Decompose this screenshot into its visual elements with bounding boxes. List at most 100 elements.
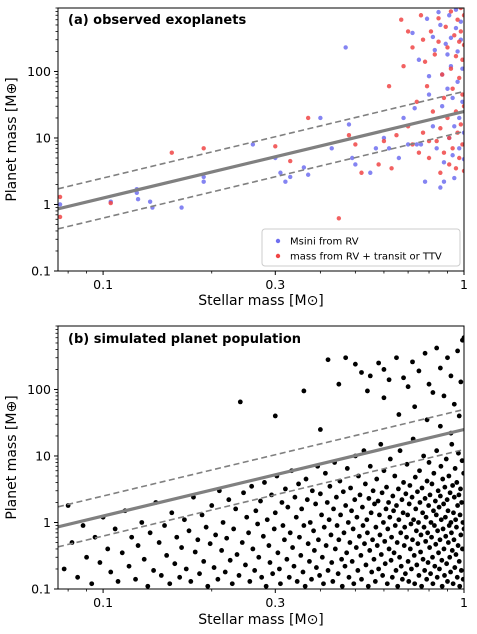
panel-a-point-s1-12 [376,162,381,167]
panel-b-point-s0-310 [436,504,442,510]
panel-a-point-s1-1 [58,214,63,220]
panel-b-point-s0-166 [350,526,356,532]
panel-a-point-s0-54 [452,124,457,129]
panel-a-point-s1-48 [448,9,454,14]
panel-b-point-s0-316 [439,557,445,563]
panel-b-point-s0-306 [434,574,440,580]
panel-b-point-s0-345 [451,494,457,500]
panel-a-point-s1-52 [452,33,457,38]
panel-b-point-s0-89 [272,510,278,516]
panel-b-point-s0-101 [287,530,293,536]
panel-b-point-s0-130 [319,512,324,518]
panel-b-point-s0-55 [220,520,226,525]
panel-b-point-s0-277 [420,556,426,562]
panel-a-point-s0-45 [441,179,447,184]
panel-a-point-s0-38 [432,47,437,53]
panel-b-point-s0-170 [353,545,359,550]
panel-b-point-s0-324 [442,514,448,520]
panel-a-ytick-label-2: 10 [35,130,51,145]
panel-b-point-s0-14 [119,550,125,556]
panel-b-point-s0-140 [328,532,334,538]
panel-a-point-s0-62 [458,19,464,24]
panel-b-point-s0-110 [298,553,304,558]
panel-b-point-s0-228 [393,568,399,573]
panel-b-point-s0-84 [266,543,272,548]
panel-b-point-s0-295 [429,481,435,487]
panel-b-point-s0-301 [432,563,438,569]
panel-b-point-s0-278 [421,453,427,459]
panel-b-marks [58,335,464,589]
panel-b-point-s0-181 [362,541,367,547]
panel-b-point-s0-123 [311,548,317,553]
panel-b-point-s0-47 [205,583,211,589]
panel-a-point-s1-59 [457,75,462,81]
panel-a-point-s0-18 [329,146,334,151]
panel-b-point-s0-361 [458,532,464,538]
panel-a-xlabel: Stellar mass [M⊙] [198,293,324,309]
panel-b-point-s0-5 [84,554,89,560]
panel-b-point-s0-368 [461,470,464,476]
panel-b-point-s0-237 [398,563,404,569]
panel-a-point-s0-4 [135,197,141,202]
panel-b-point-s0-294 [429,534,434,540]
panel-b-point-s0-281 [422,496,428,501]
panel-a-relation-line [58,109,464,211]
panel-b-point-s0-41 [192,549,198,555]
panel-b-point-s0-232 [396,486,401,492]
panel-b-point-s0-366 [460,520,464,525]
panel-b-point-s0-331 [445,540,451,545]
panel-b-point-s0-104 [291,563,297,569]
panel-b-point-s0-256 [409,494,415,500]
panel-b-point-s0-117 [305,541,311,547]
panel-b-point-s0-68 [243,562,248,568]
panel-b-point-s0-328 [444,497,450,503]
panel-b-point-s0-128 [317,573,322,578]
panel-b-point-s0-75 [253,508,259,514]
panel-b-point-s0-373 [359,370,364,375]
panel-b-point-s0-43 [197,571,202,577]
panel-b-point-s0-402 [437,423,443,429]
panel-b-point-s0-362 [458,568,464,573]
panel-b-point-s0-384 [426,381,432,387]
panel-a-point-s0-27 [405,142,411,147]
panel-b-point-s0-220 [388,557,394,563]
panel-b-point-s0-121 [309,488,315,494]
panel-b-point-s0-63 [234,552,240,557]
panel-b-point-s0-338 [449,530,454,536]
panel-b-point-s0-191 [369,569,375,575]
panel-b-point-s0-0 [61,566,67,572]
panel-b-point-s0-32 [172,561,178,567]
panel-b-point-s0-161 [346,574,352,580]
panel-b-point-s0-124 [313,501,319,507]
panel-b-point-s0-35 [179,545,184,550]
panel-a-point-s0-22 [353,162,358,167]
panel-b-point-s0-248 [405,512,411,518]
panel-a-point-s0-40 [436,9,441,15]
panel-a-point-s1-13 [381,138,387,144]
panel-a-point-s0-49 [447,13,452,18]
panel-b-point-s0-261 [412,581,418,587]
panel-b-point-s0-235 [397,448,403,454]
panel-a-point-s1-39 [438,170,443,175]
panel-b-point-s0-99 [285,504,291,510]
panel-b-point-s0-28 [162,523,167,528]
panel-b-point-s0-347 [452,466,458,471]
panel-b-point-s0-219 [387,456,393,462]
panel-b-point-s0-3 [75,574,81,580]
panel-b-point-s0-182 [362,481,368,487]
panel-b-scatter-band-line-2 [58,448,464,548]
panel-b-point-s0-388 [441,393,447,399]
panel-b-point-s0-262 [412,474,418,480]
panel-a-xtick-label-1: 0.3 [265,277,285,292]
panel-b-point-s0-364 [459,458,464,464]
panel-b-point-s0-168 [352,497,358,503]
panel-b-point-s0-385 [430,390,436,395]
panel-b-point-s0-370 [325,357,331,363]
panel-b-point-s0-146 [333,494,339,500]
panel-a-point-s0-48 [445,86,450,91]
panel-b-point-s0-184 [364,517,370,523]
panel-b-point-s0-405 [301,388,307,394]
panel-b-point-s0-154 [340,489,346,495]
panel-b-point-s0-37 [183,566,189,572]
